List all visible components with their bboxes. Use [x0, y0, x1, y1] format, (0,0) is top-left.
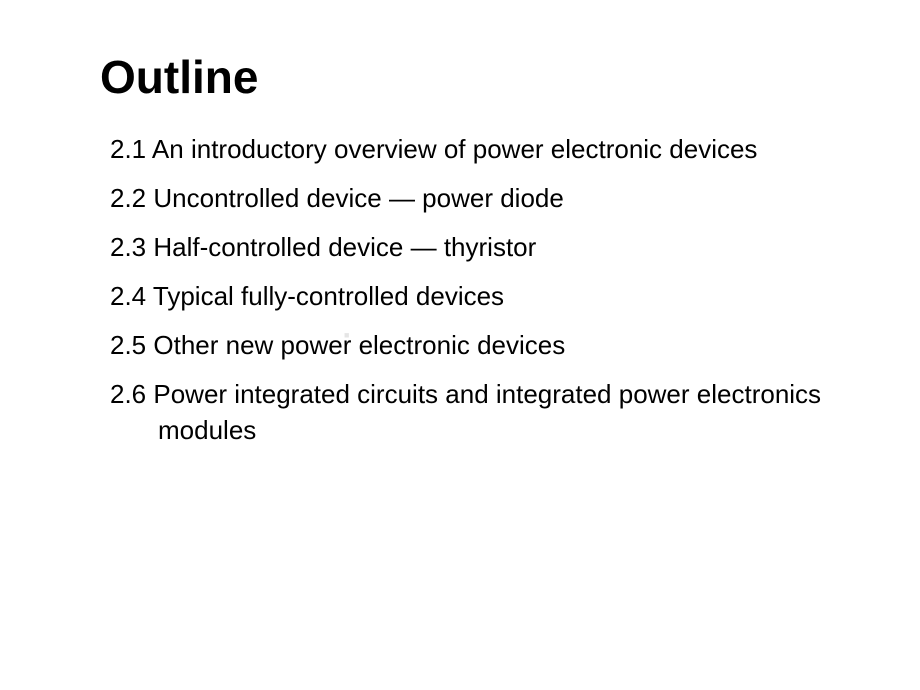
outline-item: 2.2 Uncontrolled device — power diode — [110, 181, 860, 216]
outline-item: 2.1 An introductory overview of power el… — [110, 132, 860, 167]
outline-list: 2.1 An introductory overview of power el… — [110, 132, 860, 448]
outline-item: 2.4 Typical fully-controlled devices — [110, 279, 860, 314]
slide-title: Outline — [100, 50, 860, 104]
outline-item: 2.3 Half-controlled device — thyristor — [110, 230, 860, 265]
watermark-icon: ■ — [344, 330, 349, 340]
outline-item: 2.5 Other new power electronic devices — [110, 328, 860, 363]
outline-item: 2.6 Power integrated circuits and integr… — [110, 377, 860, 447]
